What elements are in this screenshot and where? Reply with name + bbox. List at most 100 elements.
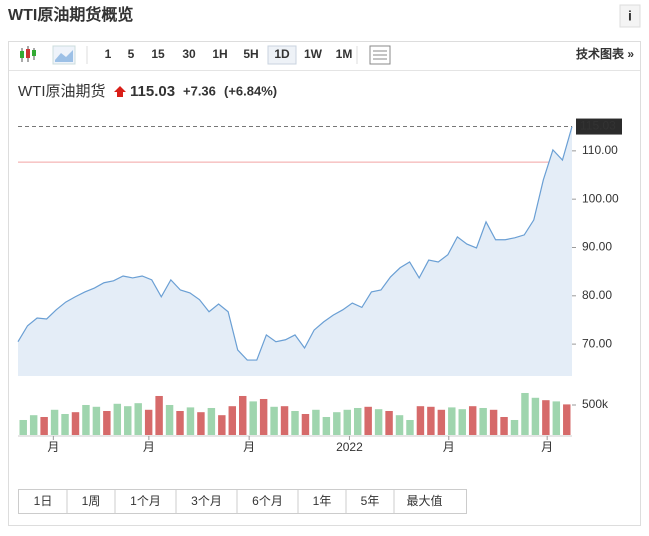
interval-button[interactable]: 15	[151, 47, 165, 61]
volume-bar	[29, 415, 38, 435]
volume-bar	[395, 415, 404, 435]
x-tick-label: 月	[541, 440, 553, 454]
volume-bar	[416, 406, 425, 435]
volume-bar	[312, 409, 320, 435]
volume-bar	[291, 410, 299, 435]
volume-bar	[448, 407, 456, 435]
volume-bar	[437, 409, 446, 435]
volume-bar	[333, 412, 341, 435]
volume-bar	[531, 397, 540, 435]
volume-bar	[374, 409, 383, 435]
volume-bar	[427, 406, 435, 435]
range-button[interactable]: 1日	[34, 494, 53, 508]
volume-bar	[113, 403, 122, 435]
interval-selected	[267, 45, 297, 65]
info-button[interactable]	[619, 4, 641, 28]
x-tick-label: 月	[443, 440, 455, 454]
range-button[interactable]: 6个月	[252, 494, 283, 508]
info-label: i	[628, 8, 632, 24]
interval-button[interactable]: 30	[182, 47, 196, 61]
volume-bar	[468, 406, 477, 435]
volume-bar	[186, 407, 195, 435]
range-button[interactable]: 1周	[82, 494, 101, 508]
volume-bar	[165, 404, 174, 435]
volume-bar	[364, 406, 372, 435]
volume-bar	[385, 410, 393, 435]
volume-bar	[458, 409, 466, 435]
volume-bar	[103, 410, 111, 435]
interval-button[interactable]: 1W	[304, 47, 323, 61]
volume-bar	[134, 403, 142, 435]
volume-bar	[249, 401, 257, 435]
interval-button[interactable]: 5H	[243, 47, 258, 61]
y-tick-label: 90.00	[582, 240, 612, 254]
volume-bar	[510, 419, 519, 435]
volume-bar	[270, 406, 278, 435]
volume-bar	[228, 406, 237, 435]
volume-bar	[92, 406, 101, 435]
volume-bar	[406, 419, 414, 435]
range-button[interactable]: 5年	[361, 494, 380, 508]
up-arrow	[114, 86, 126, 97]
volume-bar	[155, 395, 163, 435]
volume-bar	[176, 410, 184, 435]
last-price-box	[576, 118, 622, 135]
volume-bar	[353, 407, 362, 435]
quote-name: WTI原油期货	[18, 83, 106, 100]
volume-bar	[239, 395, 247, 435]
y-tick-label: 110.00	[582, 143, 618, 157]
x-tick-label: 2022	[336, 440, 363, 454]
volume-bar	[124, 406, 132, 435]
x-tick-label: 月	[243, 440, 255, 454]
volume-bar	[218, 415, 226, 435]
table-icon[interactable]	[369, 45, 391, 65]
volume-bar	[144, 409, 153, 435]
title: WTI原油期货概览	[8, 5, 133, 24]
volume-bar	[301, 413, 310, 435]
frame	[8, 41, 641, 526]
interval-button[interactable]: 1	[105, 47, 112, 61]
last-price-label: 115.03	[580, 119, 616, 133]
y-tick-label: 70.00	[582, 336, 612, 350]
volume-bar	[40, 416, 48, 435]
quote-change: +7.36	[183, 83, 216, 98]
area-icon[interactable]	[52, 45, 76, 65]
volume-bar	[197, 412, 205, 435]
x-tick-label: 月	[47, 440, 59, 454]
range-bar	[18, 489, 467, 514]
volume-bar	[50, 409, 59, 435]
candle-icon[interactable]	[20, 46, 36, 62]
range-button[interactable]: 最大值	[406, 493, 442, 508]
x-tick-label: 月	[143, 440, 155, 454]
volume-bar	[207, 407, 216, 435]
quote-change-pct: (+6.84%)	[224, 83, 277, 98]
volume-bar	[563, 404, 571, 435]
range-button[interactable]: 1个月	[130, 494, 161, 508]
volume-bar	[500, 416, 508, 435]
volume-bar	[259, 398, 268, 435]
volume-bar	[82, 404, 90, 435]
volume-bar	[19, 419, 27, 435]
volume-bar	[521, 392, 529, 435]
volume-bar	[71, 412, 80, 435]
price-line	[17, 126, 573, 361]
volume-bar	[489, 409, 498, 435]
y-tick-label: 80.00	[582, 288, 612, 302]
volume-bar	[552, 401, 561, 435]
tech-chart-link[interactable]: 技术图表 »	[576, 46, 634, 61]
range-button[interactable]: 1年	[313, 494, 332, 508]
volume-bar	[322, 416, 331, 435]
interval-button[interactable]: 1H	[212, 47, 227, 61]
area-fill	[18, 126, 572, 376]
vol-tick-label: 500k	[582, 397, 609, 411]
volume-bar	[343, 409, 351, 435]
interval-button[interactable]: 1M	[336, 47, 353, 61]
volume-bar	[280, 406, 289, 435]
interval-button[interactable]: 5	[128, 47, 135, 61]
interval-button[interactable]: 1D	[274, 47, 290, 61]
range-button[interactable]: 3个月	[191, 494, 222, 508]
quote-price: 115.03	[130, 83, 175, 100]
volume-bar	[479, 407, 487, 435]
